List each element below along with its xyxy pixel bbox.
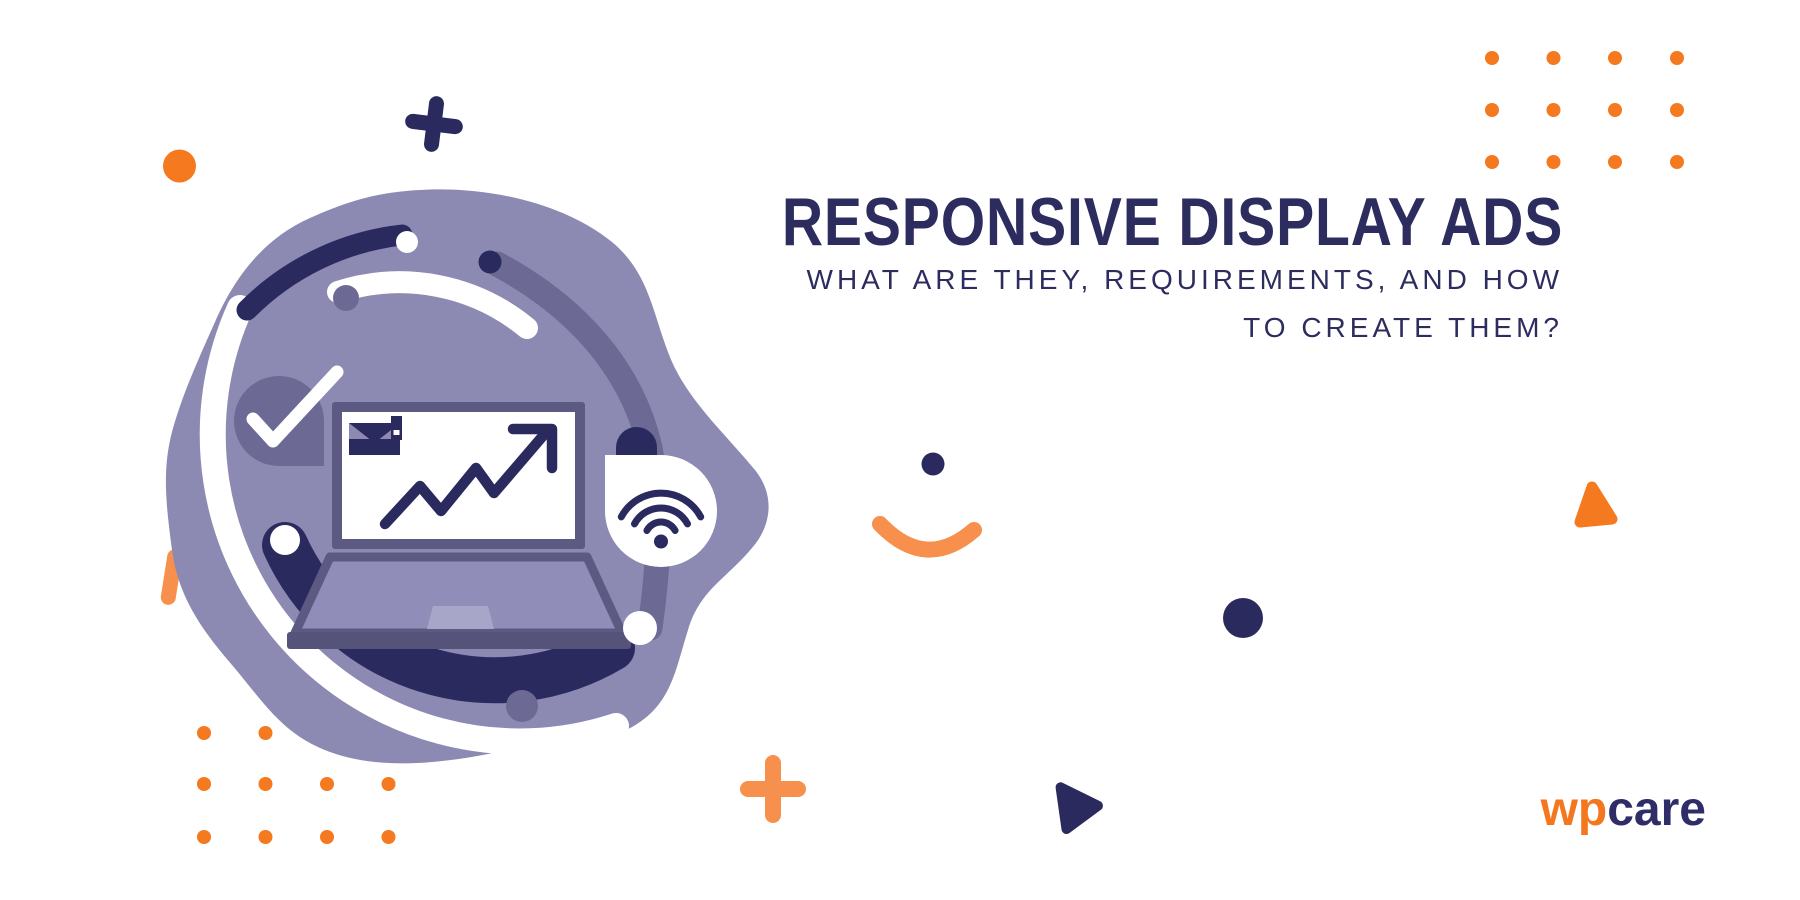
growth-arrow-icon bbox=[379, 423, 558, 530]
page-subtitle: WHAT ARE THEY, REQUIREMENTS, AND HOW TO … bbox=[807, 256, 1563, 352]
envelope-icon bbox=[349, 416, 402, 455]
subtitle-line-2: TO CREATE THEM? bbox=[1243, 312, 1563, 343]
subtitle-line-1: WHAT ARE THEY, REQUIREMENTS, AND HOW bbox=[806, 264, 1563, 295]
check-badge-shape bbox=[234, 376, 324, 466]
ring-dot-white-top bbox=[396, 231, 418, 253]
notification-mark bbox=[391, 416, 402, 440]
laptop-trackpad bbox=[427, 606, 494, 629]
laptop-icon bbox=[287, 402, 631, 649]
ring-dot-white-bottom-right bbox=[623, 611, 657, 645]
ring-dot-purple-top bbox=[333, 285, 359, 311]
checkmark-icon bbox=[234, 365, 344, 466]
logo-prefix: wp bbox=[1540, 783, 1608, 836]
circle-dot-navy-small bbox=[921, 452, 945, 476]
plus-icon-top-left bbox=[405, 96, 463, 152]
wpcare-logo: wpcare bbox=[1541, 786, 1706, 834]
logo-suffix: care bbox=[1607, 783, 1706, 836]
ring-dot-white-left bbox=[270, 525, 300, 555]
laptop-front-edge bbox=[287, 632, 631, 649]
circle-dot-navy-large bbox=[1223, 598, 1263, 638]
triangle-icon-orange bbox=[1574, 481, 1618, 528]
wifi-icon bbox=[605, 427, 717, 567]
ring-dot-purple-bottom bbox=[506, 690, 538, 722]
page-title: RESPONSIVE DISPLAY ADS bbox=[781, 184, 1563, 260]
check-stroke bbox=[246, 365, 344, 448]
plus-icon-bottom bbox=[740, 755, 806, 823]
ring-dot-navy-top bbox=[478, 250, 502, 274]
play-triangle-icon bbox=[1055, 782, 1103, 834]
smile-arc bbox=[872, 516, 982, 558]
dot-grid-top-right bbox=[1485, 51, 1684, 169]
circle-dot-orange-top-left bbox=[163, 149, 196, 183]
navy-ring-arc-top-left bbox=[236, 224, 413, 321]
white-ring-arc-top bbox=[327, 271, 538, 339]
